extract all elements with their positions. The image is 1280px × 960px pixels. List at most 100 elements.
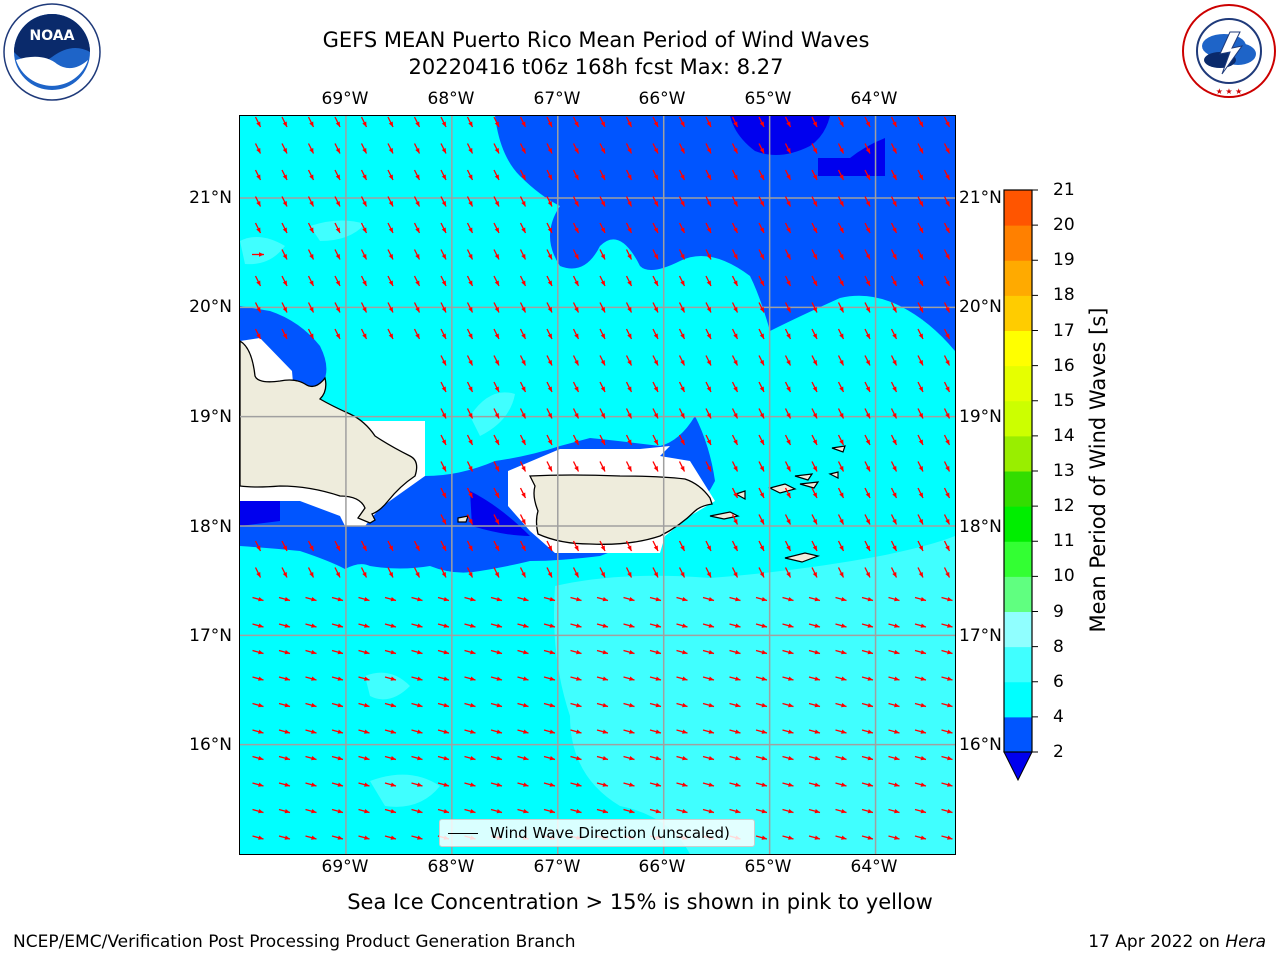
wind-wave-arrowhead — [655, 782, 661, 787]
colorbar-segment — [1004, 646, 1032, 683]
lat-label-left: 19°N — [189, 407, 232, 427]
wind-wave-arrowhead — [708, 597, 714, 602]
wind-wave-arrowhead — [733, 545, 738, 551]
wind-wave-arrowhead — [892, 254, 897, 260]
wind-wave-arrowhead — [441, 333, 446, 339]
wind-wave-arrowhead — [309, 201, 314, 207]
wind-wave-arrowhead — [920, 756, 926, 761]
wind-wave-arrowhead — [258, 729, 264, 734]
wind-wave-arrowhead — [786, 386, 791, 392]
wind-wave-arrowhead — [812, 466, 817, 472]
wind-wave-arrowhead — [547, 360, 552, 366]
wind-wave-arrowhead — [441, 466, 446, 472]
wind-wave-arrowhead — [362, 121, 367, 127]
wind-wave-arrowhead — [441, 492, 446, 498]
wind-wave-arrowhead — [256, 201, 261, 207]
wind-wave-arrowhead — [309, 280, 314, 286]
wind-wave-arrowhead — [549, 756, 555, 761]
wind-wave-arrowhead — [759, 545, 764, 551]
wind-wave-arrowhead — [680, 413, 685, 419]
wind-wave-arrowhead — [918, 307, 923, 313]
wind-wave-arrowhead — [788, 597, 794, 602]
wind-wave-arrowhead — [920, 650, 926, 655]
wind-wave-arrowhead — [600, 413, 605, 419]
wind-wave-arrowhead — [256, 227, 261, 233]
wind-wave-arrowhead — [918, 466, 923, 472]
wind-wave-arrowhead — [576, 703, 582, 708]
wind-wave-arrowhead — [468, 360, 473, 366]
wind-wave-arrowhead — [441, 227, 446, 233]
wind-wave-arrowhead — [443, 650, 449, 655]
wind-wave-arrowhead — [311, 782, 317, 787]
wind-wave-arrowhead — [733, 280, 738, 286]
wind-wave-arrowhead — [680, 439, 685, 445]
wind-wave-arrowhead — [788, 756, 794, 761]
wind-wave-arrowhead — [390, 756, 396, 761]
wind-wave-arrowhead — [655, 650, 661, 655]
wind-wave-arrowhead — [680, 254, 685, 260]
wind-wave-arrowhead — [443, 729, 449, 734]
wind-wave-arrowhead — [523, 809, 529, 814]
wind-wave-arrowhead — [311, 809, 317, 814]
wind-wave-arrowhead — [682, 623, 688, 628]
wind-wave-arrowhead — [839, 307, 844, 313]
wind-wave-arrowhead — [549, 782, 555, 787]
wind-wave-arrowhead — [812, 492, 817, 498]
wind-wave-arrowhead — [417, 650, 423, 655]
wind-wave-arrowhead — [627, 174, 632, 180]
wind-wave-arrowhead — [920, 782, 926, 787]
wind-wave-arrowhead — [812, 121, 817, 127]
wind-wave-arrowhead — [682, 703, 688, 708]
wind-wave-arrowhead — [945, 280, 950, 286]
wind-wave-arrowhead — [761, 835, 767, 840]
wind-wave-arrowhead — [945, 227, 950, 233]
wind-wave-arrowhead — [468, 254, 473, 260]
wind-wave-arrowhead — [653, 360, 658, 366]
wind-wave-arrowhead — [947, 756, 953, 761]
wind-wave-arrowhead — [653, 572, 658, 578]
wind-wave-arrowhead — [494, 360, 499, 366]
wind-wave-arrowhead — [839, 121, 844, 127]
colorbar-tick-label: 19 — [1053, 250, 1075, 271]
wind-wave-arrowhead — [839, 254, 844, 260]
wind-wave-arrowhead — [761, 597, 767, 602]
wind-wave-arrowhead — [258, 597, 264, 602]
wind-wave-arrowhead — [627, 254, 632, 260]
credit-machine: Hera — [1225, 932, 1266, 952]
wind-wave-arrowhead — [600, 121, 605, 127]
wind-wave-arrowhead — [468, 466, 473, 472]
wind-wave-arrowhead — [920, 597, 926, 602]
wind-wave-arrowhead — [337, 835, 343, 840]
wind-wave-arrowhead — [309, 545, 314, 551]
wind-wave-arrowhead — [600, 254, 605, 260]
wind-wave-arrowhead — [364, 809, 370, 814]
chart-subtitle: 20220416 t06z 168h fcst Max: 8.27 — [408, 55, 784, 79]
wind-wave-arrowhead — [706, 174, 711, 180]
wind-wave-arrowhead — [523, 623, 529, 628]
wind-wave-arrowhead — [680, 227, 685, 233]
wind-wave-arrowhead — [468, 280, 473, 286]
wind-wave-arrowhead — [256, 174, 261, 180]
wind-wave-arrowhead — [680, 545, 685, 551]
wind-wave-arrowhead — [759, 121, 764, 127]
map-area[interactable] — [239, 115, 956, 855]
wind-wave-arrowhead — [814, 623, 820, 628]
wind-wave-arrowhead — [920, 835, 926, 840]
colorbar-tick-label: 18 — [1053, 285, 1075, 306]
colorbar-title: Mean Period of Wind Waves [s] — [1086, 307, 1110, 633]
wind-wave-arrowhead — [549, 809, 555, 814]
wind-wave-arrowhead — [521, 519, 526, 525]
wind-wave-arrowhead — [759, 174, 764, 180]
lon-label-bottom: 69°W — [321, 857, 369, 877]
wind-wave-arrowhead — [788, 809, 794, 814]
wind-wave-arrowhead — [735, 756, 741, 761]
wind-wave-arrowhead — [600, 386, 605, 392]
wind-wave-arrowhead — [417, 623, 423, 628]
wind-wave-arrowhead — [839, 413, 844, 419]
wind-wave-arrowhead — [364, 782, 370, 787]
wind-wave-arrowhead — [894, 756, 900, 761]
colorbar-tick-label: 2 — [1053, 742, 1064, 762]
wind-wave-arrowhead — [839, 439, 844, 445]
wind-wave-arrowhead — [388, 121, 393, 127]
wind-wave-arrowhead — [388, 333, 393, 339]
